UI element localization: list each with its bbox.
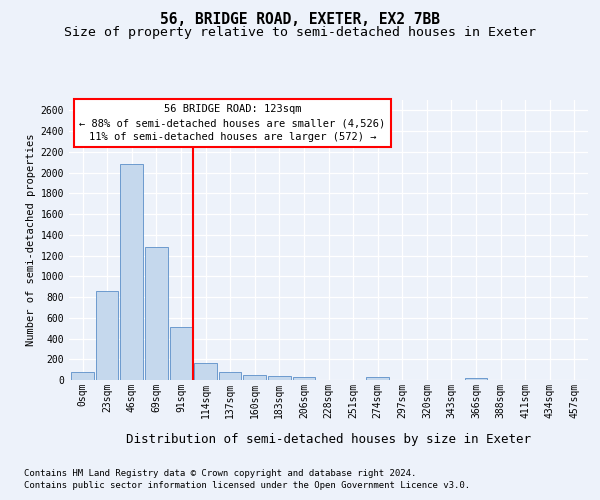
Text: Size of property relative to semi-detached houses in Exeter: Size of property relative to semi-detach…	[64, 26, 536, 39]
Text: 56, BRIDGE ROAD, EXETER, EX2 7BB: 56, BRIDGE ROAD, EXETER, EX2 7BB	[160, 12, 440, 28]
Text: 56 BRIDGE ROAD: 123sqm
← 88% of semi-detached houses are smaller (4,526)
11% of : 56 BRIDGE ROAD: 123sqm ← 88% of semi-det…	[79, 104, 386, 142]
Bar	[219, 372, 241, 380]
Bar	[145, 246, 167, 380]
Bar	[121, 164, 143, 380]
Text: Contains HM Land Registry data © Crown copyright and database right 2024.: Contains HM Land Registry data © Crown c…	[24, 469, 416, 478]
Bar	[268, 376, 290, 380]
Bar	[244, 376, 266, 380]
Bar	[194, 364, 217, 380]
Text: Contains public sector information licensed under the Open Government Licence v3: Contains public sector information licen…	[24, 481, 470, 490]
Bar	[465, 378, 487, 380]
Bar	[170, 327, 192, 380]
Bar	[367, 377, 389, 380]
Text: Distribution of semi-detached houses by size in Exeter: Distribution of semi-detached houses by …	[127, 432, 532, 446]
Bar	[71, 372, 94, 380]
Bar	[293, 378, 315, 380]
Bar	[96, 292, 118, 380]
Y-axis label: Number of semi-detached properties: Number of semi-detached properties	[26, 134, 37, 346]
